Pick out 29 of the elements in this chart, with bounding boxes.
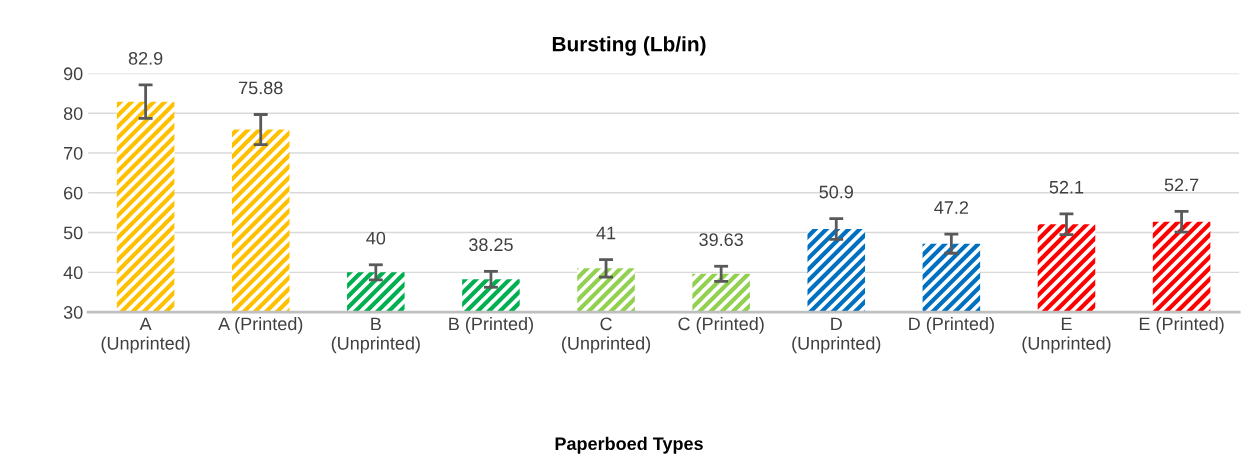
x-tick-label: B (Printed) [449,316,533,334]
data-label: 52.1 [1049,180,1084,194]
data-label: 41 [596,226,616,240]
y-tick-label: 70 [64,146,83,160]
data-label: 52.7 [1164,178,1199,192]
x-tick-label: D (Printed) [909,316,994,334]
data-label: 47.2 [934,201,969,214]
x-axis-title: Paperboed Types [555,436,703,454]
x-tick-label: E (Unprinted) [1022,317,1111,354]
y-tick-label: 30 [63,306,83,319]
y-tick-label: 90 [63,67,83,81]
y-tick-label: 60 [64,186,83,200]
chart-title: Bursting (Lb/in) [552,36,706,56]
x-tick-label: A (Printed) [218,316,303,334]
x-tick-label: C (Printed) [678,316,764,334]
y-tick-label: 80 [63,107,83,120]
data-label: 82.9 [128,51,163,65]
data-label: 40 [366,231,386,245]
y-tick-label: 40 [63,266,83,280]
x-tick-label: B (Unprinted) [331,317,420,354]
data-label: 39.63 [699,233,743,247]
y-tick-label: 50 [63,226,83,240]
x-tick-label: E (Printed) [1139,316,1224,334]
x-tick-label: D (Unprinted) [792,317,881,354]
x-tick-label: C (Unprinted) [562,317,651,354]
data-label: 75.88 [239,81,283,95]
data-label: 38.25 [469,238,513,252]
data-label: 50.9 [819,185,853,199]
x-tick-label: A (Unprinted) [101,317,190,354]
